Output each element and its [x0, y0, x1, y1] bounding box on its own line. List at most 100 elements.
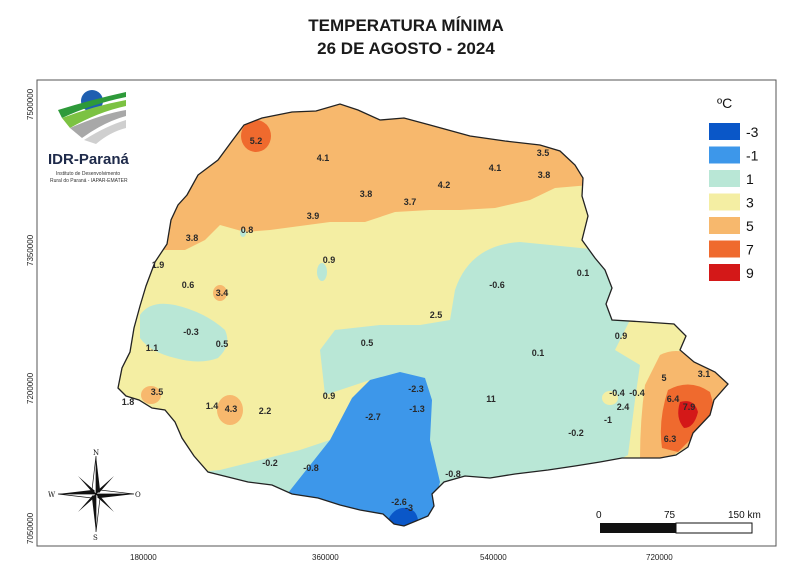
idr-parana-logo: IDR-Paraná Instituto de Desenvolvimento …	[48, 90, 130, 184]
legend-swatch	[709, 264, 740, 281]
station-value-label: 0.8	[241, 225, 254, 235]
legend-swatch	[709, 146, 740, 164]
legend-label: -3	[746, 124, 759, 140]
station-value-label: 1.8	[122, 397, 135, 407]
station-value-label: 1.1	[146, 343, 159, 353]
station-value-label: -0.2	[262, 458, 278, 468]
zone-1-pocket	[317, 263, 327, 281]
zone-5-small	[213, 285, 227, 301]
legend-swatch	[709, 170, 740, 187]
station-value-label: -1	[604, 415, 612, 425]
station-value-label: 4.1	[317, 153, 330, 163]
station-value-label: 3.1	[698, 369, 711, 379]
compass-rose-icon: N S O W	[48, 449, 141, 542]
x-tick-label: 180000	[130, 553, 157, 562]
scale-bar: 0 75 150 km	[596, 510, 761, 534]
scale-label: 150 km	[728, 510, 761, 521]
station-value-label: 0.9	[323, 391, 336, 401]
legend-label: 9	[746, 265, 754, 281]
legend-label: 1	[746, 171, 754, 187]
legend-label: 5	[746, 218, 754, 234]
station-value-label: 2.2	[259, 406, 272, 416]
y-axis-labels: 7500000 7350000 7200000 7050000	[26, 88, 35, 544]
station-value-label: 0.6	[182, 280, 195, 290]
station-value-label: 3.8	[360, 189, 373, 199]
logo-name: IDR-Paraná	[48, 151, 130, 168]
compass-west: W	[48, 491, 56, 499]
scale-label: 75	[664, 510, 676, 521]
y-tick-label: 7500000	[26, 88, 35, 120]
legend-unit: ºC	[717, 95, 732, 111]
station-value-label: 7.9	[683, 402, 696, 412]
station-value-label: -3	[405, 503, 413, 513]
x-tick-label: 540000	[480, 553, 507, 562]
station-values: 5.2 4.1 3.5 4.1 3.8 3.8 4.2 3.7 3.9 3.8 0.8 1.9 0.9 0…	[122, 136, 711, 513]
station-value-label: 2.5	[430, 310, 443, 320]
y-tick-label: 7200000	[26, 372, 35, 404]
logo-subtitle: Instituto de Desenvolvimento	[56, 171, 120, 177]
temperature-zones	[118, 104, 728, 526]
zone-1-east	[320, 242, 640, 490]
station-value-label: -0.3	[183, 327, 199, 337]
station-value-label: -1.3	[409, 404, 425, 414]
compass-north: N	[93, 449, 99, 457]
station-value-label: 0.5	[216, 339, 229, 349]
zone-1-west	[140, 303, 228, 362]
station-value-label: 2.4	[617, 402, 630, 412]
station-value-label: -2.7	[365, 412, 381, 422]
zone-5-west	[141, 386, 161, 404]
legend-swatch	[709, 217, 740, 234]
station-value-label: -0.4	[629, 388, 645, 398]
legend-swatch	[709, 193, 740, 211]
station-value-label: 3.5	[537, 148, 550, 158]
station-value-label: 0.1	[577, 268, 590, 278]
legend-label: 7	[746, 242, 754, 258]
station-value-label: 6.3	[664, 434, 677, 444]
zone-7-north	[241, 120, 271, 152]
legend-label: 3	[746, 195, 754, 211]
station-value-label: -0.6	[489, 280, 505, 290]
station-value-label: 0.9	[323, 255, 336, 265]
station-value-label: -0.4	[609, 388, 625, 398]
station-value-label: 5	[661, 373, 666, 383]
station-value-label: 3.4	[216, 288, 229, 298]
legend-swatch	[709, 123, 740, 140]
compass-south: S	[93, 534, 98, 542]
map-title-line1: TEMPERATURA MÍNIMA	[308, 16, 504, 35]
station-value-label: 6.4	[667, 394, 680, 404]
scale-label: 0	[596, 510, 602, 521]
legend-label: -1	[746, 148, 759, 164]
y-tick-label: 7350000	[26, 234, 35, 266]
logo-subtitle: Rural do Paraná - IAPAR-EMATER	[50, 178, 128, 184]
zone-3-pocket	[602, 391, 618, 405]
map-frame	[36, 79, 777, 547]
x-tick-label: 360000	[312, 553, 339, 562]
zone-1-dot	[240, 229, 246, 237]
station-value-label: 11	[486, 394, 496, 404]
x-axis-labels: 180000 360000 540000 720000	[130, 553, 673, 562]
zone-minus1	[288, 372, 440, 526]
station-value-label: -0.8	[303, 463, 319, 473]
station-value-label: -2.6	[391, 497, 407, 507]
station-value-label: 3.7	[404, 197, 417, 207]
station-value-label: 3.9	[307, 211, 320, 221]
station-value-label: 3.8	[538, 170, 551, 180]
station-value-label: 4.2	[438, 180, 451, 190]
legend-swatch	[709, 240, 740, 258]
station-value-label: 1.9	[152, 260, 165, 270]
station-value-label: 4.1	[489, 163, 502, 173]
zone-5-southwest	[217, 395, 243, 425]
station-value-label: -0.2	[568, 428, 584, 438]
map-title-line2: 26 DE AGOSTO - 2024	[317, 39, 495, 58]
station-value-label: 0.1	[532, 348, 545, 358]
zone-9-coast	[678, 401, 698, 428]
station-value-label: 1.4	[206, 401, 219, 411]
station-value-label: 3.8	[186, 233, 199, 243]
station-value-label: 4.3	[225, 404, 238, 414]
station-value-label: 0.5	[361, 338, 374, 348]
station-value-label: -0.8	[445, 469, 461, 479]
x-tick-label: 720000	[646, 553, 673, 562]
station-value-label: 0.9	[615, 331, 628, 341]
y-tick-label: 7050000	[26, 512, 35, 544]
